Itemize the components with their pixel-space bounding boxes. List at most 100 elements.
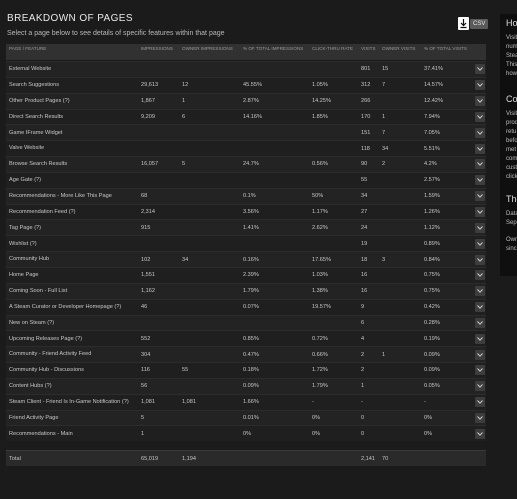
row-pct-visits: 0.05%	[424, 383, 440, 390]
expand-row-button[interactable]	[474, 96, 485, 107]
side-text-2-4: met	[506, 147, 517, 153]
row-pct-visits: 0.19%	[424, 335, 440, 342]
table-row[interactable]: Steam Client - Friend Is In-Game Notific…	[6, 393, 486, 410]
side-text-1-0: Visit	[506, 35, 517, 41]
table-row[interactable]: Age Gate (?) 55 2.57%	[6, 171, 486, 188]
expand-row-button[interactable]	[474, 412, 485, 423]
table-row[interactable]: Recommendation Feed (?) 2,314 3.56% 1.17% 27…	[6, 203, 486, 220]
expand-row-button[interactable]	[474, 365, 485, 376]
table-row[interactable]: Community - Friend Activity Feed 304 0.47%…	[6, 346, 486, 363]
row-ctr: 0.56%	[312, 161, 328, 168]
table-row[interactable]: Search Suggestions 29,613 12 45.55% 1.05% 312…	[6, 76, 486, 93]
row-feature: Recommendations - More Like This Page	[9, 192, 112, 199]
expand-row-button[interactable]	[474, 381, 485, 392]
row-visits: 1	[361, 383, 365, 390]
table-row[interactable]: Recommendations - Main 1 0% 0% 0 0%	[6, 425, 486, 442]
expand-row-button[interactable]	[474, 302, 485, 313]
expand-row-button[interactable]	[474, 175, 485, 186]
row-pct-impressions: 3.56%	[243, 209, 259, 216]
table-row[interactable]: Friend Activity Page 5 0.01% 0% 0 0%	[6, 409, 486, 426]
row-pct-impressions: 0.07%	[243, 304, 259, 311]
expand-row-button[interactable]	[474, 159, 485, 170]
expand-row-button[interactable]	[474, 207, 485, 218]
expand-row-button[interactable]	[474, 317, 485, 328]
row-pct-visits: 0%	[424, 414, 433, 421]
row-pct-impressions: 0.47%	[243, 351, 259, 358]
row-pct-impressions: 0.1%	[243, 193, 256, 200]
table-row[interactable]: Home Page 1,551 2.39% 1.03% 16 0.75%	[6, 266, 486, 283]
side-text-3-1: Sep	[506, 220, 517, 226]
side-text-1-4: how	[506, 71, 517, 77]
row-visits: 34	[361, 193, 368, 200]
table-row[interactable]: Recommendations - More Like This Page 68 0…	[6, 187, 486, 204]
row-visits: 266	[361, 98, 371, 105]
row-feature: Wishlist (?)	[9, 240, 37, 247]
expand-row-button[interactable]	[474, 64, 485, 75]
row-impressions: 46	[141, 304, 148, 311]
row-impressions: 16,057	[141, 161, 159, 168]
expand-row-button[interactable]	[474, 333, 485, 344]
table-row[interactable]: New on Steam (?) 6 0.28%	[6, 314, 486, 331]
expand-row-button[interactable]	[474, 349, 485, 360]
chevron-down-icon	[476, 431, 483, 436]
table-row[interactable]: Coming Soon - Full List 1,162 1.79% 1.38% 16…	[6, 282, 486, 299]
table-row[interactable]: Upcoming Releases Page (?) 552 0.85% 0.72% 4…	[6, 330, 486, 347]
expand-row-button[interactable]	[474, 143, 485, 154]
row-visits: 2	[361, 367, 365, 374]
chevron-down-icon	[476, 130, 483, 135]
row-owner-impressions: 5	[182, 161, 186, 168]
row-feature: Content Hubs (?)	[9, 383, 52, 390]
download-csv-button[interactable]: CSV	[458, 17, 489, 30]
side-text-1-2: Stea	[506, 53, 517, 59]
table-row[interactable]: A Steam Curator or Developer Homepage (?…	[6, 298, 486, 315]
table-row[interactable]: Wishlist (?) 19 0.89%	[6, 235, 486, 252]
table-row[interactable]: External Website 801 15 37.41%	[6, 61, 486, 77]
expand-row-button[interactable]	[474, 428, 485, 439]
table-row[interactable]: Other Product Pages (?) 1,867 1 2.87% 14.25%…	[6, 92, 486, 109]
table-row[interactable]: Game IFrame Widget 151 7 7.05%	[6, 124, 486, 141]
page-subtitle: Select a page below to see details of sp…	[7, 30, 225, 37]
side-text-2-6: cust	[506, 165, 517, 171]
row-impressions: 1,551	[141, 272, 155, 279]
row-pct-impressions: 1.66%	[243, 399, 259, 406]
table-row[interactable]: Direct Search Results 9,209 6 14.16% 1.85% 17…	[6, 108, 486, 125]
expand-row-button[interactable]	[474, 397, 485, 408]
row-feature: Recommendation Feed (?)	[9, 208, 76, 215]
row-pct-impressions: 0.85%	[243, 335, 259, 342]
row-pct-impressions: 1.41%	[243, 224, 259, 231]
table-row[interactable]: Content Hubs (?) 56 0.09% 1.79% 1 0.05%	[6, 377, 486, 394]
expand-row-button[interactable]	[474, 270, 485, 281]
expand-row-button[interactable]	[474, 191, 485, 202]
row-feature: A Steam Curator or Developer Homepage (?…	[9, 303, 122, 310]
row-visits: 151	[361, 129, 371, 136]
expand-row-button[interactable]	[474, 222, 485, 233]
download-icon	[458, 17, 469, 30]
row-owner-visits: 1	[382, 113, 386, 120]
expand-row-button[interactable]	[474, 238, 485, 249]
chevron-down-icon	[476, 352, 483, 357]
chevron-down-icon	[476, 368, 483, 373]
expand-row-button[interactable]	[474, 127, 485, 138]
table-row[interactable]: Community Hub - Discussions 116 55 0.18% 1.7…	[6, 362, 486, 378]
expand-row-button[interactable]	[474, 254, 485, 265]
table-row[interactable]: Tag Page (?) 915 1.41% 2.62% 24 1.12%	[6, 219, 486, 236]
row-feature: External Website	[9, 66, 52, 73]
col-header-visits: VISITS	[361, 46, 376, 51]
row-impressions: 29,613	[141, 82, 159, 89]
expand-row-button[interactable]	[474, 286, 485, 297]
row-ctr: 1.38%	[312, 288, 328, 295]
row-owner-visits: 1	[382, 351, 386, 358]
chevron-down-icon	[476, 336, 483, 341]
table-row[interactable]: Valve Website 118 34 5.51%	[6, 140, 486, 157]
csv-label: CSV	[470, 18, 489, 29]
row-feature: Home Page	[9, 272, 39, 279]
row-ctr: 1.85%	[312, 113, 328, 120]
table-row[interactable]: Community Hub 102 34 0.16% 17.65% 18 3 0.84%	[6, 251, 486, 267]
chevron-down-icon	[476, 146, 483, 151]
row-owner-impressions: 34	[182, 256, 189, 263]
expand-row-button[interactable]	[474, 80, 485, 91]
table-row[interactable]: Browse Search Results 16,057 5 24.7% 0.56% 90…	[6, 156, 486, 172]
side-text-2-3: befo	[506, 138, 517, 144]
row-ctr: -	[312, 399, 314, 406]
expand-row-button[interactable]	[474, 111, 485, 122]
